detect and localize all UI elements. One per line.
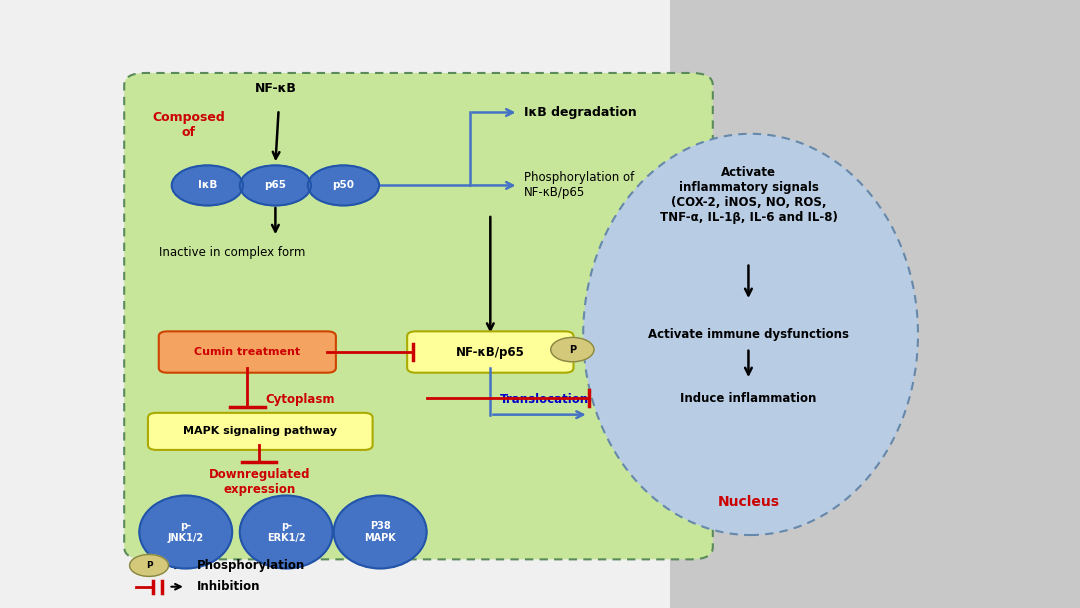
FancyBboxPatch shape (148, 413, 373, 450)
Text: NF-κB/p65: NF-κB/p65 (456, 345, 525, 359)
Circle shape (551, 337, 594, 362)
FancyBboxPatch shape (159, 331, 336, 373)
Text: p-
ERK1/2: p- ERK1/2 (267, 521, 306, 543)
Text: P: P (569, 345, 576, 354)
Ellipse shape (240, 496, 333, 568)
Text: Cytoplasm: Cytoplasm (266, 393, 335, 406)
Ellipse shape (583, 134, 918, 535)
Text: IκB: IκB (198, 181, 217, 190)
Text: Induce inflammation: Induce inflammation (680, 392, 816, 405)
Circle shape (240, 165, 311, 206)
Ellipse shape (139, 496, 232, 568)
Text: Nucleus: Nucleus (717, 494, 780, 509)
Text: P38
MAPK: P38 MAPK (364, 521, 396, 543)
Text: Downregulated
expression: Downregulated expression (208, 468, 310, 496)
FancyBboxPatch shape (670, 0, 1080, 608)
Text: P: P (146, 561, 152, 570)
Text: Activate immune dysfunctions: Activate immune dysfunctions (648, 328, 849, 341)
Circle shape (172, 165, 243, 206)
Text: p50: p50 (333, 181, 354, 190)
Text: Inhibition: Inhibition (197, 580, 260, 593)
Text: p65: p65 (265, 181, 286, 190)
Text: IκB degradation: IκB degradation (524, 106, 636, 119)
Circle shape (130, 554, 168, 576)
Ellipse shape (334, 496, 427, 568)
Text: MAPK signaling pathway: MAPK signaling pathway (184, 426, 337, 437)
FancyBboxPatch shape (407, 331, 573, 373)
Text: Composed
of: Composed of (152, 111, 226, 139)
Circle shape (308, 165, 379, 206)
Text: Translocation: Translocation (500, 393, 590, 406)
FancyBboxPatch shape (124, 73, 713, 559)
Text: Inactive in complex form: Inactive in complex form (159, 246, 306, 259)
Text: Cumin treatment: Cumin treatment (194, 347, 300, 357)
Text: Activate
inflammatory signals
(COX-2, iNOS, NO, ROS,
TNF-α, IL-1β, IL-6 and IL-8: Activate inflammatory signals (COX-2, iN… (660, 165, 837, 224)
Text: NF-κB: NF-κB (255, 81, 296, 95)
Text: Phosphorylation: Phosphorylation (197, 559, 305, 572)
Text: p-
JNK1/2: p- JNK1/2 (167, 521, 204, 543)
Text: Phosphorylation of
NF-κB/p65: Phosphorylation of NF-κB/p65 (524, 171, 634, 199)
